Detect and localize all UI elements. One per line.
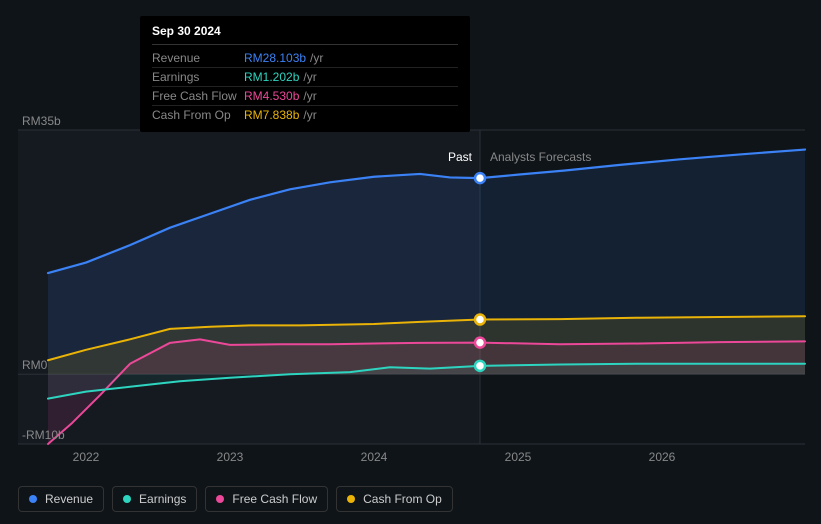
y-axis-tick-label: RM0 xyxy=(22,358,47,372)
x-axis-tick-label: 2022 xyxy=(73,450,100,464)
tooltip-row-value: RM1.202b xyxy=(244,70,299,84)
legend-item-label: Earnings xyxy=(139,492,186,506)
x-axis-tick-label: 2025 xyxy=(505,450,532,464)
tooltip-row-suffix: /yr xyxy=(303,89,316,103)
tooltip-row-suffix: /yr xyxy=(303,108,316,122)
chart-container: RM35b RM0 -RM10b 2022 2023 2024 2025 2026 Past… xyxy=(0,0,821,524)
tooltip-row-suffix: /yr xyxy=(310,51,323,65)
tooltip-row-value: RM28.103b xyxy=(244,51,306,65)
chart-legend: Revenue Earnings Free Cash Flow Cash From O… xyxy=(18,486,453,512)
y-axis-tick-label: RM35b xyxy=(22,114,61,128)
tooltip-row-suffix: /yr xyxy=(303,70,316,84)
past-label: Past xyxy=(448,150,472,164)
tooltip-row: Free Cash FlowRM4.530b/yr xyxy=(152,87,458,106)
legend-item-cashop[interactable]: Cash From Op xyxy=(336,486,453,512)
legend-dot-icon xyxy=(29,495,37,503)
tooltip-row-label: Earnings xyxy=(152,70,244,84)
legend-item-label: Revenue xyxy=(45,492,93,506)
legend-dot-icon xyxy=(123,495,131,503)
legend-item-revenue[interactable]: Revenue xyxy=(18,486,104,512)
x-axis-tick-label: 2026 xyxy=(649,450,676,464)
legend-item-label: Cash From Op xyxy=(363,492,442,506)
tooltip-row-label: Free Cash Flow xyxy=(152,89,244,103)
chart-tooltip: Sep 30 2024 RevenueRM28.103b/yrEarningsR… xyxy=(140,16,470,132)
legend-item-label: Free Cash Flow xyxy=(232,492,317,506)
legend-item-earnings[interactable]: Earnings xyxy=(112,486,197,512)
tooltip-date: Sep 30 2024 xyxy=(152,24,458,45)
tooltip-row: EarningsRM1.202b/yr xyxy=(152,68,458,87)
tooltip-row: Cash From OpRM7.838b/yr xyxy=(152,106,458,124)
tooltip-row-value: RM7.838b xyxy=(244,108,299,122)
legend-item-fcf[interactable]: Free Cash Flow xyxy=(205,486,328,512)
forecast-label: Analysts Forecasts xyxy=(490,150,591,164)
tooltip-row-value: RM4.530b xyxy=(244,89,299,103)
y-axis-tick-label: -RM10b xyxy=(22,428,65,442)
tooltip-row-label: Revenue xyxy=(152,51,244,65)
x-axis-tick-label: 2023 xyxy=(217,450,244,464)
tooltip-row: RevenueRM28.103b/yr xyxy=(152,49,458,68)
x-axis-tick-label: 2024 xyxy=(361,450,388,464)
tooltip-row-label: Cash From Op xyxy=(152,108,244,122)
legend-dot-icon xyxy=(347,495,355,503)
legend-dot-icon xyxy=(216,495,224,503)
